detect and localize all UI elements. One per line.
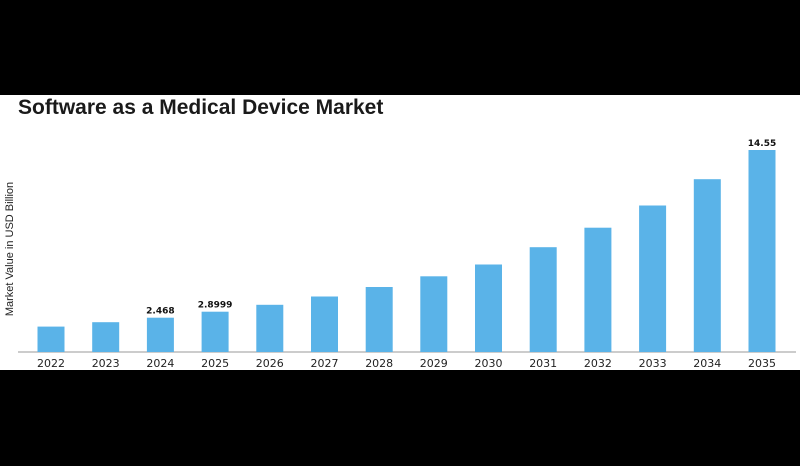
x-tick-label-2024: 2024	[146, 357, 174, 370]
bar-2023	[92, 322, 120, 352]
x-tick-label-2023: 2023	[92, 357, 120, 370]
x-tick-label-2027: 2027	[311, 357, 339, 370]
bars-group	[37, 150, 776, 352]
data-label-2035: 14.55	[748, 139, 776, 149]
bar-2030	[475, 264, 502, 352]
bar-2024	[146, 317, 174, 352]
x-tick-label-2034: 2034	[693, 357, 721, 370]
bar-2032	[584, 227, 612, 352]
bar-2022	[37, 326, 65, 352]
y-axis-label: Market Value in USD Billion	[4, 182, 16, 316]
data-label-2024: 2.468	[146, 307, 174, 317]
bar-2033	[639, 205, 667, 352]
bar-2031	[529, 247, 557, 352]
x-tick-labels: 2022 2023 2024 2025 2026 2027 2028 2029 2030 2031…	[37, 357, 776, 370]
x-tick-label-2031: 2031	[529, 357, 557, 370]
bar-2026	[256, 304, 284, 352]
x-tick-label-2030: 2030	[475, 357, 503, 370]
bar-2025	[201, 311, 229, 352]
bar-2035	[748, 150, 776, 352]
chart-panel: Software as a Medical Device Market Mark…	[0, 95, 800, 370]
x-tick-label-2028: 2028	[365, 357, 393, 370]
x-tick-label-2022: 2022	[37, 357, 65, 370]
bar-chart: Market Value in USD Billion 2022 2023 2024…	[4, 139, 796, 370]
x-tick-label-2032: 2032	[584, 357, 612, 370]
x-tick-label-2029: 2029	[420, 357, 448, 370]
x-tick-label-2035: 2035	[748, 357, 776, 370]
chart-title: Software as a Medical Device Market	[18, 96, 384, 119]
data-label-2025: 2.8999	[198, 301, 233, 311]
bar-2027	[311, 296, 338, 352]
bar-2029	[420, 276, 448, 352]
data-labels: 2.468 2.8999 14.55	[146, 139, 776, 317]
x-tick-label-2025: 2025	[201, 357, 229, 370]
bar-2034	[693, 179, 721, 352]
bar-2028	[365, 287, 393, 352]
x-tick-label-2026: 2026	[256, 357, 284, 370]
x-tick-label-2033: 2033	[639, 357, 667, 370]
